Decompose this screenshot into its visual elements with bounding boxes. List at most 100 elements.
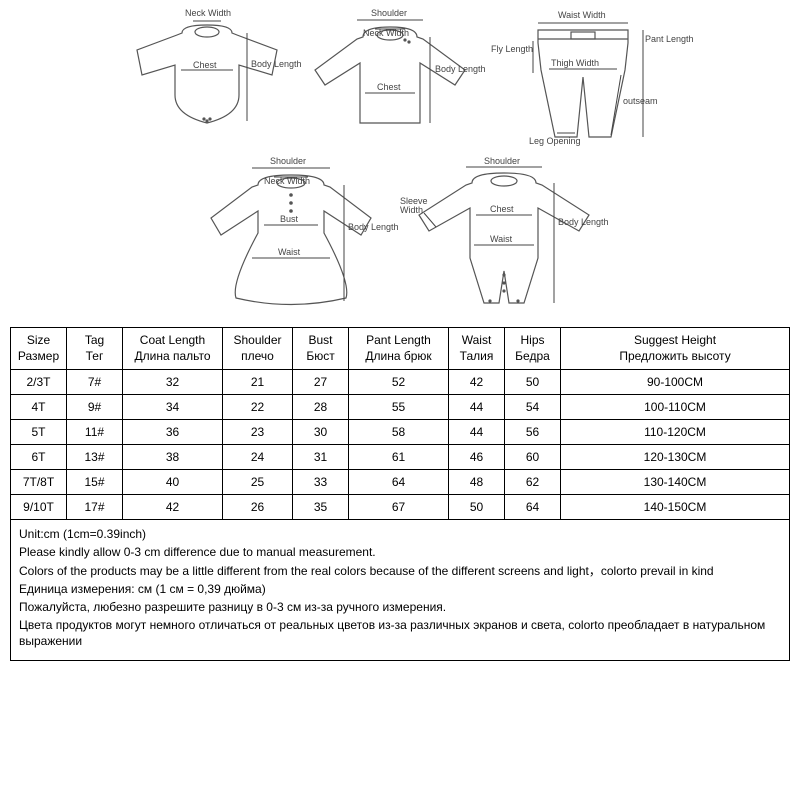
label-chest: Chest (490, 205, 514, 214)
label-waist: Waist (490, 235, 512, 244)
col-header: Suggest HeightПредложить высоту (561, 328, 790, 370)
table-row: 2/3T7#32212752425090-100CM (11, 370, 790, 395)
label-neck-width: Neck Width (185, 9, 231, 18)
label-body-length: Body Length (251, 60, 302, 69)
label-fly-length: Fly Length (491, 45, 533, 54)
table-cell: 64 (349, 470, 449, 495)
table-cell: 44 (449, 395, 505, 420)
table-cell: 100-110CM (561, 395, 790, 420)
diagrams-row: Neck Width Body Length Chest Shoulder Ne… (0, 0, 800, 321)
table-cell: 22 (223, 395, 293, 420)
table-cell: 11# (67, 420, 123, 445)
table-cell: 60 (505, 445, 561, 470)
table-cell: 35 (293, 495, 349, 520)
table-cell: 62 (505, 470, 561, 495)
table-cell: 28 (293, 395, 349, 420)
diagram-romper: Shoulder Sleeve Width Body Length Chest … (404, 163, 604, 313)
table-cell: 25 (223, 470, 293, 495)
diagram-top: Shoulder Neck Width Body Length Chest (305, 15, 475, 135)
label-thigh-width: Thigh Width (551, 59, 599, 68)
table-cell: 7T/8T (11, 470, 67, 495)
table-cell: 44 (449, 420, 505, 445)
table-row: 5T11#362330584456110-120CM (11, 420, 790, 445)
label-shoulder: Shoulder (484, 157, 520, 166)
col-header: WaistТалия (449, 328, 505, 370)
table-cell: 64 (505, 495, 561, 520)
table-cell: 4T (11, 395, 67, 420)
table-cell: 55 (349, 395, 449, 420)
table-cell: 15# (67, 470, 123, 495)
col-header: Coat LengthДлина пальто (123, 328, 223, 370)
label-body-length: Body Length (558, 218, 609, 227)
table-cell: 24 (223, 445, 293, 470)
table-cell: 90-100CM (561, 370, 790, 395)
table-cell: 32 (123, 370, 223, 395)
note-line: Цвета продуктов могут немного отличаться… (19, 617, 781, 649)
col-header: Pant LengthДлина брюк (349, 328, 449, 370)
col-header: TagТег (67, 328, 123, 370)
table-cell: 21 (223, 370, 293, 395)
table-cell: 54 (505, 395, 561, 420)
table-cell: 50 (449, 495, 505, 520)
label-waist-width: Waist Width (558, 11, 606, 20)
label-body-length: Body Length (435, 65, 486, 74)
table-row: 7T/8T15#402533644862130-140CM (11, 470, 790, 495)
note-line: Unit:cm (1cm=0.39inch) (19, 526, 781, 542)
diagram-dress: Shoulder Neck Width Body Length Bust Wai… (196, 163, 386, 313)
table-cell: 140-150CM (561, 495, 790, 520)
note-line: Please kindly allow 0-3 cm difference du… (19, 544, 781, 560)
col-header: BustБюст (293, 328, 349, 370)
diagram-bodysuit: Neck Width Body Length Chest (127, 15, 287, 135)
table-cell: 30 (293, 420, 349, 445)
table-cell: 50 (505, 370, 561, 395)
label-neck-width: Neck Width (264, 177, 310, 186)
table-cell: 42 (123, 495, 223, 520)
table-cell: 9/10T (11, 495, 67, 520)
label-outseam: outseam (623, 97, 658, 106)
table-cell: 130-140CM (561, 470, 790, 495)
table-row: 9/10T17#422635675064140-150CM (11, 495, 790, 520)
table-cell: 34 (123, 395, 223, 420)
table-cell: 27 (293, 370, 349, 395)
label-chest: Chest (377, 83, 401, 92)
label-bust: Bust (280, 215, 298, 224)
note-line: Colors of the products may be a little d… (19, 563, 781, 579)
size-table: SizeРазмерTagТегCoat LengthДлина пальтоS… (10, 327, 790, 520)
col-header: SizeРазмер (11, 328, 67, 370)
label-leg-opening: Leg Opening (529, 137, 581, 146)
label-waist: Waist (278, 248, 300, 257)
table-cell: 56 (505, 420, 561, 445)
table-cell: 23 (223, 420, 293, 445)
table-cell: 120-130CM (561, 445, 790, 470)
table-cell: 58 (349, 420, 449, 445)
label-pant-length: Pant Length (645, 35, 694, 44)
notes-block: Unit:cm (1cm=0.39inch) Please kindly all… (10, 520, 790, 660)
note-line: Пожалуйста, любезно разрешите разницу в … (19, 599, 781, 615)
table-row: 4T9#342228554454100-110CM (11, 395, 790, 420)
table-cell: 61 (349, 445, 449, 470)
label-chest: Chest (193, 61, 217, 70)
table-cell: 52 (349, 370, 449, 395)
table-cell: 17# (67, 495, 123, 520)
table-cell: 67 (349, 495, 449, 520)
table-cell: 40 (123, 470, 223, 495)
col-header: Shoulderплечо (223, 328, 293, 370)
table-cell: 5T (11, 420, 67, 445)
label-shoulder: Shoulder (371, 9, 407, 18)
label-sleeve-width: Sleeve Width (400, 197, 440, 216)
table-cell: 13# (67, 445, 123, 470)
table-cell: 38 (123, 445, 223, 470)
table-cell: 110-120CM (561, 420, 790, 445)
table-cell: 33 (293, 470, 349, 495)
note-line: Единица измерения: см (1 см = 0,39 дюйма… (19, 581, 781, 597)
diagram-pants: Waist Width Fly Length Pant Length Thigh… (493, 15, 673, 145)
label-body-length: Body Length (348, 223, 399, 232)
table-cell: 46 (449, 445, 505, 470)
table-cell: 31 (293, 445, 349, 470)
col-header: HipsБедра (505, 328, 561, 370)
table-cell: 26 (223, 495, 293, 520)
label-neck-width: Neck Width (363, 29, 409, 38)
table-cell: 36 (123, 420, 223, 445)
table-row: 6T13#382431614660120-130CM (11, 445, 790, 470)
label-shoulder: Shoulder (270, 157, 306, 166)
